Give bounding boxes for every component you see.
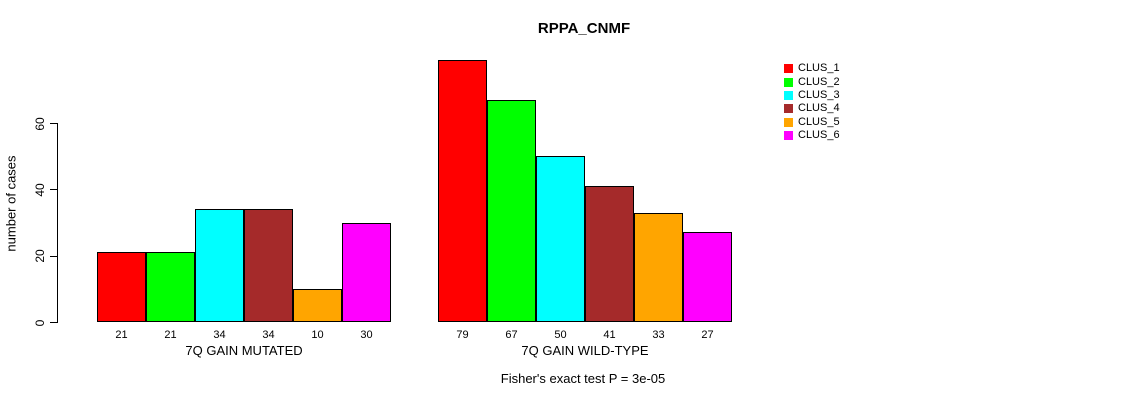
y-axis-line	[57, 123, 58, 323]
fishers-test-annotation: Fisher's exact test P = 3e-05	[500, 371, 666, 386]
y-axis-tick-label: 40	[33, 183, 47, 197]
legend-swatch-icon	[784, 64, 793, 74]
bar-7q-gain-wild-type-clus_5	[634, 212, 683, 322]
x-axis-group-label-mutated: 7Q GAIN MUTATED	[185, 343, 303, 358]
legend-label: CLUS_1	[798, 62, 840, 75]
legend: CLUS_1 CLUS_2 CLUS_3 CLUS_4 CLUS_5 CLUS_6	[784, 62, 840, 142]
bar-7q-gain-wild-type-clus_6	[683, 232, 732, 322]
legend-label: CLUS_6	[798, 129, 840, 142]
y-axis-tick	[50, 322, 57, 323]
bar-7q-gain-wild-type-clus_3	[536, 156, 585, 322]
bar-value-label: 34	[262, 329, 275, 341]
y-axis-tick	[50, 123, 57, 124]
y-axis-tick-label: 60	[33, 116, 47, 131]
legend-item-clus_6: CLUS_6	[784, 129, 840, 142]
legend-swatch-icon	[784, 90, 793, 100]
bar-value-label: 21	[115, 329, 128, 341]
bar-value-label: 21	[164, 329, 177, 341]
legend-item-clus_4: CLUS_4	[784, 102, 840, 115]
legend-label: CLUS_5	[798, 115, 840, 128]
bar-7q-gain-mutated-clus_3	[195, 209, 244, 322]
legend-item-clus_2: CLUS_2	[784, 75, 840, 88]
bar-value-label: 79	[456, 329, 469, 341]
bar-7q-gain-wild-type-clus_4	[585, 186, 634, 322]
legend-item-clus_3: CLUS_3	[784, 89, 840, 102]
bar-value-label: 27	[701, 329, 714, 341]
y-axis-tick	[50, 189, 57, 191]
bar-7q-gain-mutated-clus_5	[293, 288, 342, 322]
legend-swatch-icon	[784, 131, 793, 141]
bar-value-label: 50	[554, 329, 567, 341]
bar-value-label: 34	[213, 329, 226, 341]
chart-title: RPPA_CNMF	[537, 20, 631, 37]
bar-7q-gain-wild-type-clus_2	[487, 99, 536, 322]
bar-7q-gain-mutated-clus_4	[244, 209, 293, 322]
bar-value-label: 67	[505, 329, 518, 341]
x-axis-group-label-wild-type: 7Q GAIN WILD-TYPE	[521, 343, 649, 358]
bar-7q-gain-mutated-clus_6	[342, 222, 391, 322]
legend-swatch-icon	[784, 104, 793, 114]
bar-value-label: 10	[311, 329, 324, 341]
bar-7q-gain-mutated-clus_1	[97, 252, 146, 322]
bar-7q-gain-wild-type-clus_1	[438, 60, 487, 322]
legend-swatch-icon	[784, 77, 793, 87]
legend-label: CLUS_2	[798, 75, 840, 88]
bar-7q-gain-mutated-clus_2	[146, 252, 195, 322]
bar-value-label: 41	[603, 329, 616, 341]
y-axis-tick	[50, 255, 57, 257]
y-axis-tick-label: 20	[33, 249, 47, 263]
bar-value-label: 30	[360, 329, 373, 341]
y-axis-tick-label: 0	[33, 319, 47, 326]
legend-label: CLUS_3	[798, 88, 840, 101]
legend-item-clus_5: CLUS_5	[784, 116, 840, 129]
legend-item-clus_1: CLUS_1	[784, 62, 840, 75]
legend-swatch-icon	[784, 117, 793, 127]
y-axis-label: number of cases	[3, 155, 19, 252]
legend-label: CLUS_4	[798, 102, 840, 115]
bar-value-label: 33	[652, 329, 665, 341]
